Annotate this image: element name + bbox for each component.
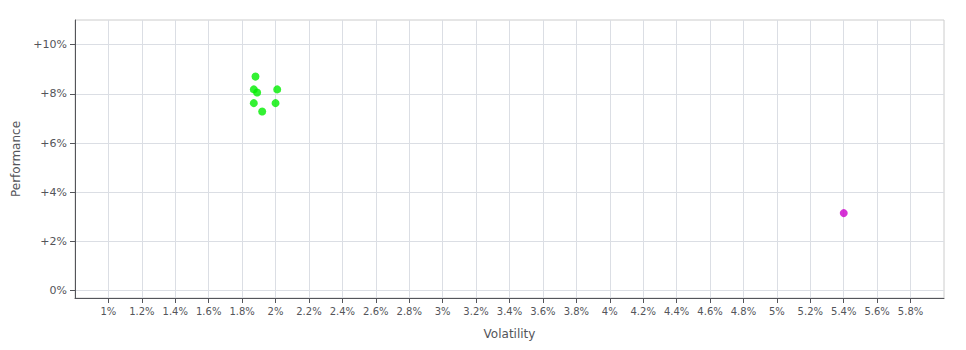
svg-text:+10%: +10% xyxy=(33,38,67,51)
svg-text:1.8%: 1.8% xyxy=(229,306,254,317)
svg-text:2.4%: 2.4% xyxy=(330,306,355,317)
svg-text:+4%: +4% xyxy=(40,186,67,199)
svg-text:+2%: +2% xyxy=(40,235,67,248)
svg-text:4%: 4% xyxy=(602,306,618,317)
svg-text:3%: 3% xyxy=(435,306,451,317)
svg-text:Volatility: Volatility xyxy=(484,327,536,341)
svg-text:5.8%: 5.8% xyxy=(898,306,923,317)
svg-text:1.4%: 1.4% xyxy=(163,306,188,317)
svg-text:4.4%: 4.4% xyxy=(664,306,689,317)
svg-text:5.4%: 5.4% xyxy=(831,306,856,317)
svg-text:3.4%: 3.4% xyxy=(497,306,522,317)
svg-text:2.6%: 2.6% xyxy=(363,306,388,317)
svg-text:3.8%: 3.8% xyxy=(564,306,589,317)
svg-text:2.8%: 2.8% xyxy=(397,306,422,317)
svg-text:4.6%: 4.6% xyxy=(697,306,722,317)
svg-text:1%: 1% xyxy=(100,306,116,317)
svg-text:4.2%: 4.2% xyxy=(630,306,655,317)
svg-text:Performance: Performance xyxy=(9,121,23,197)
svg-text:0%: 0% xyxy=(50,284,67,297)
svg-text:3.2%: 3.2% xyxy=(463,306,488,317)
svg-text:1.2%: 1.2% xyxy=(129,306,154,317)
svg-text:5%: 5% xyxy=(769,306,785,317)
svg-text:3.6%: 3.6% xyxy=(530,306,555,317)
svg-text:2.2%: 2.2% xyxy=(296,306,321,317)
svg-text:+8%: +8% xyxy=(40,87,67,100)
svg-text:+6%: +6% xyxy=(40,137,67,150)
svg-text:2%: 2% xyxy=(268,306,284,317)
svg-text:4.8%: 4.8% xyxy=(731,306,756,317)
svg-text:1.6%: 1.6% xyxy=(196,306,221,317)
svg-text:5.6%: 5.6% xyxy=(864,306,889,317)
svg-text:5.2%: 5.2% xyxy=(798,306,823,317)
